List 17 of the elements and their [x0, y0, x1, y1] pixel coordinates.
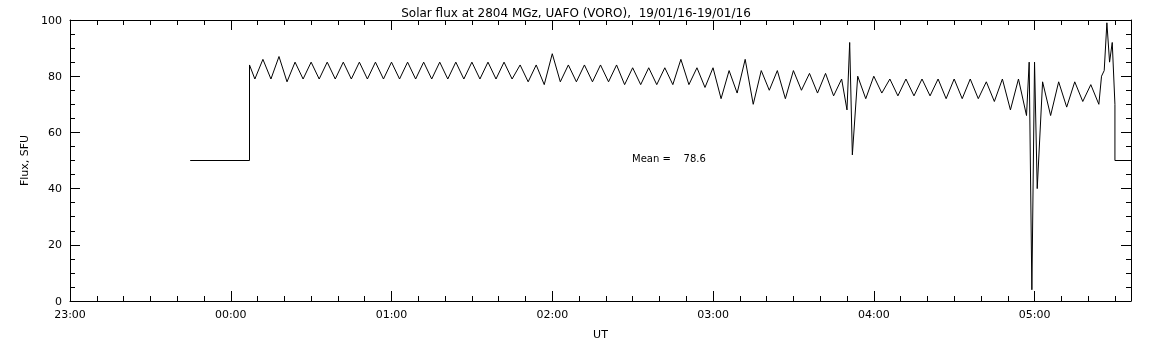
x-tick-label: 01:00 — [375, 308, 408, 321]
x-tick-label: 23:00 — [54, 308, 86, 321]
y-tick-label: 100 — [41, 13, 62, 27]
y-tick-label: 80 — [48, 69, 62, 83]
y-tick-label: 40 — [48, 182, 62, 196]
chart-title: Solar flux at 2804 MGz, UAFO (VORO), 19/01/16-19/01/16 — [401, 6, 751, 20]
y-tick-label: 0 — [55, 294, 62, 308]
x-axis-title: UT — [593, 328, 609, 341]
x-tick-label: 03:00 — [697, 308, 729, 321]
y-tick-label: 60 — [48, 125, 62, 139]
x-tick-label: 05:00 — [1018, 308, 1051, 321]
x-tick-label: 00:00 — [214, 308, 247, 321]
x-tick-label: 04:00 — [857, 308, 890, 321]
y-axis-title: Flux, SFU — [18, 134, 32, 187]
y-tick-label: 20 — [48, 238, 62, 252]
x-tick-label: 02:00 — [536, 308, 569, 321]
annotation: Mean = 78.6 — [632, 152, 706, 164]
